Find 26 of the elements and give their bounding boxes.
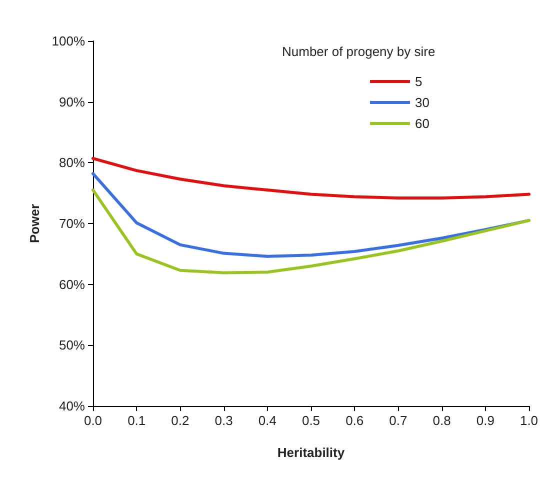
x-tick-label: 0.9: [476, 413, 494, 428]
y-tick-label: 90%: [58, 94, 86, 110]
y-tick-label: 60%: [58, 276, 86, 292]
legend-label: 5: [415, 74, 422, 89]
x-tick-label: 0.1: [128, 413, 146, 428]
x-axis-title: Heritability: [277, 445, 346, 460]
y-tick-label: 80%: [58, 155, 86, 170]
x-tick-label: 0.6: [346, 413, 364, 428]
y-tick-label: 70%: [58, 216, 86, 231]
x-tick-label: 0.8: [432, 413, 451, 428]
x-tick-label: 0.7: [389, 413, 408, 428]
legend-label: 30: [415, 95, 430, 110]
x-tick-label: 0.5: [302, 413, 320, 428]
legend-label: 60: [415, 116, 430, 131]
x-tick-label: 0.4: [258, 413, 276, 428]
x-tick-label: 0.3: [214, 413, 233, 428]
x-tick-label: 0.0: [84, 413, 102, 428]
x-tick-label: 0.2: [171, 413, 190, 428]
y-tick-label: 100%: [52, 34, 86, 48]
y-axis-title: Power: [26, 204, 42, 244]
x-tick-label: 1.0: [520, 413, 538, 428]
line-series: [92, 188, 530, 274]
y-tick-label: 40%: [58, 398, 86, 414]
y-tick-label: 50%: [58, 338, 86, 353]
legend-title: Number of progeny by sire: [282, 44, 436, 59]
line-series: [92, 156, 530, 200]
